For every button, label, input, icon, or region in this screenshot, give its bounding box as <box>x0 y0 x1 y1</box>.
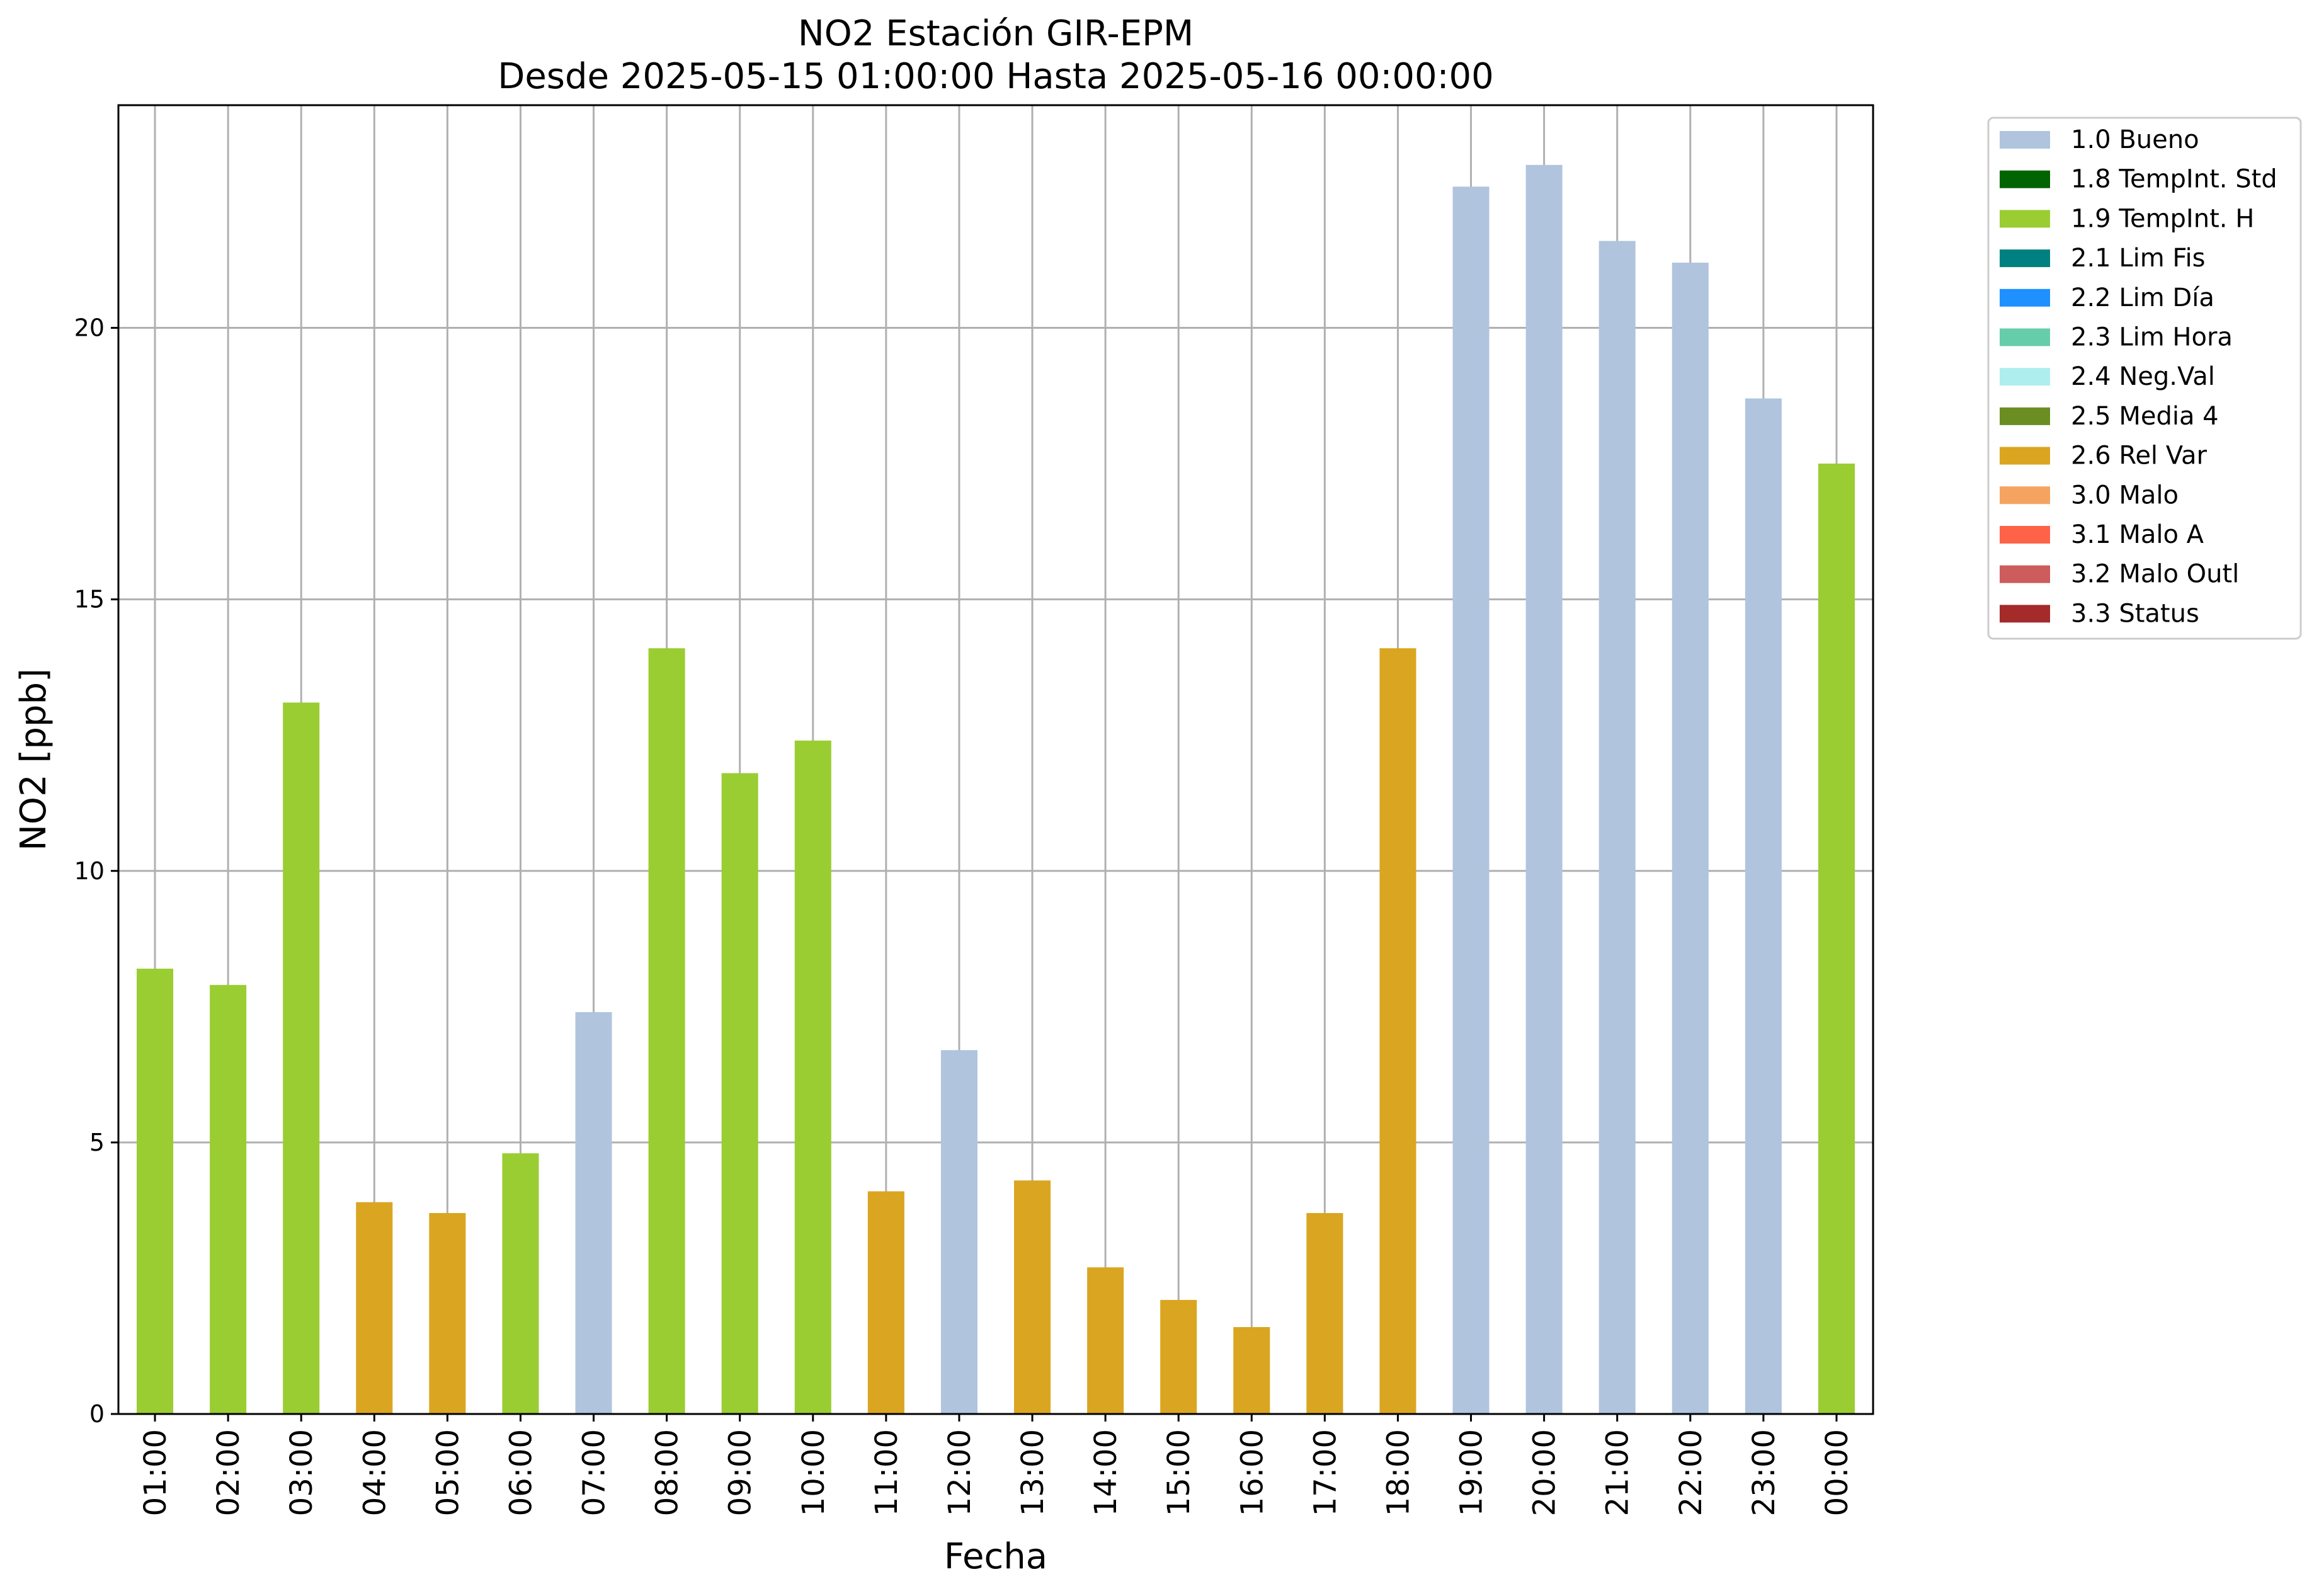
legend-frame <box>1987 117 2302 640</box>
bar-1500 <box>1160 1299 1197 1414</box>
bar-0200 <box>210 984 247 1414</box>
x-tick-label: 14:00 <box>1088 1429 1124 1516</box>
legend-label: 3.2 Malo Outl <box>2071 560 2239 589</box>
x-tick-label: 05:00 <box>430 1429 465 1516</box>
legend-swatch-2-2 <box>2000 288 2050 307</box>
bar-1800 <box>1379 648 1416 1414</box>
legend-swatch-2-3 <box>2000 328 2050 346</box>
x-tick-label: 08:00 <box>650 1429 685 1516</box>
x-tick-label: 18:00 <box>1381 1429 1416 1516</box>
x-tick-label: 12:00 <box>942 1429 977 1516</box>
legend-label: 3.0 Malo <box>2071 481 2179 510</box>
legend-swatch-1-9 <box>2000 210 2050 228</box>
legend-swatch-1-8 <box>2000 170 2050 188</box>
legend-label: 1.9 TempInt. H <box>2071 204 2254 233</box>
bar-0000 <box>1818 464 1855 1414</box>
bar-1700 <box>1306 1212 1343 1414</box>
x-tick-label: 13:00 <box>1015 1429 1051 1516</box>
x-tick-label: 10:00 <box>796 1429 831 1516</box>
y-tick-label: 20 <box>74 314 105 342</box>
legend-swatch-1-0 <box>2000 131 2050 149</box>
x-tick-label: 04:00 <box>357 1429 392 1516</box>
x-tick-label: 21:00 <box>1600 1429 1636 1516</box>
bar-0600 <box>502 1153 539 1414</box>
x-tick-label: 09:00 <box>723 1429 758 1516</box>
legend-items: 1.0 Bueno 1.8 TempInt. Std 1.9 TempInt. H 2… <box>2000 125 2277 628</box>
bar-1100 <box>867 1191 904 1414</box>
legend-label: 2.2 Lim Día <box>2071 283 2214 312</box>
legend-label: 1.8 TempInt. Std <box>2071 165 2277 194</box>
bar-1300 <box>1014 1180 1051 1414</box>
x-tick-label: 00:00 <box>1820 1429 1855 1516</box>
legend-label: 2.1 Lim Fis <box>2071 244 2205 273</box>
bar-2200 <box>1672 263 1709 1414</box>
bar-0800 <box>648 648 685 1414</box>
x-tick-label: 03:00 <box>284 1429 319 1516</box>
x-tick-label: 17:00 <box>1308 1429 1343 1516</box>
bar-2100 <box>1598 241 1636 1414</box>
legend-label: 3.1 Malo A <box>2071 520 2204 549</box>
x-tick-label: 11:00 <box>869 1429 904 1516</box>
x-tick-label: 06:00 <box>503 1429 538 1516</box>
legend-swatch-2-5 <box>2000 407 2050 425</box>
y-axis-label: NO2 [ppb] <box>13 668 54 851</box>
x-tick-label: 20:00 <box>1527 1429 1563 1516</box>
bar-0100 <box>137 968 174 1414</box>
bar-2300 <box>1745 398 1782 1414</box>
bar-0300 <box>283 702 320 1414</box>
y-tick-label: 10 <box>74 857 105 885</box>
chart-subtitle: Desde 2025-05-15 01:00:00 Hasta 2025-05-… <box>498 56 1494 97</box>
bar-1000 <box>794 740 831 1414</box>
x-tick-label: 23:00 <box>1746 1429 1782 1516</box>
x-tick-label: 19:00 <box>1454 1429 1490 1516</box>
legend-label: 3.3 Status <box>2071 599 2199 628</box>
legend-swatch-2-1 <box>2000 249 2050 268</box>
x-tick-label: 22:00 <box>1673 1429 1709 1516</box>
y-tick-label: 15 <box>74 586 105 613</box>
bars <box>137 164 1855 1415</box>
legend-swatch-3-1 <box>2000 526 2050 544</box>
y-tick-label: 0 <box>89 1400 105 1428</box>
legend-label: 2.4 Neg.Val <box>2071 362 2215 391</box>
x-tick-label: 02:00 <box>211 1429 246 1516</box>
bar-0400 <box>356 1202 393 1414</box>
x-tick-label: 01:00 <box>138 1429 173 1516</box>
legend: 1.0 Bueno 1.8 TempInt. Std 1.9 TempInt. H 2… <box>1987 117 2302 640</box>
bar-0500 <box>429 1212 466 1414</box>
bar-1600 <box>1233 1327 1270 1414</box>
bar-0900 <box>721 773 758 1414</box>
bar-1200 <box>940 1050 977 1414</box>
y-axis-ticks: 0 5 10 15 20 <box>74 314 118 1428</box>
legend-label: 1.0 Bueno <box>2071 125 2199 154</box>
bar-1400 <box>1087 1267 1124 1414</box>
legend-swatch-3-2 <box>2000 565 2050 583</box>
bar-0700 <box>575 1012 612 1414</box>
legend-swatch-3-0 <box>2000 486 2050 504</box>
legend-label: 2.3 Lim Hora <box>2071 323 2233 352</box>
legend-label: 2.6 Rel Var <box>2071 442 2208 470</box>
bar-1900 <box>1452 186 1490 1415</box>
y-tick-label: 5 <box>89 1129 105 1156</box>
x-tick-label: 16:00 <box>1234 1429 1270 1516</box>
legend-swatch-3-3 <box>2000 605 2050 623</box>
x-tick-label: 07:00 <box>577 1429 612 1516</box>
plot-frame <box>117 104 1874 1415</box>
chart-title: NO2 Estación GIR-EPM <box>798 13 1194 54</box>
x-axis-label: Fecha <box>944 1536 1047 1577</box>
x-tick-label: 15:00 <box>1161 1429 1197 1516</box>
legend-swatch-2-4 <box>2000 368 2050 386</box>
x-axis-ticks: 01:00 02:00 03:00 04:00 05:00 06:00 07:00 08:00… <box>138 1414 1855 1516</box>
bar-2000 <box>1525 164 1563 1415</box>
legend-label: 2.5 Media 4 <box>2071 402 2219 431</box>
legend-swatch-2-6 <box>2000 447 2050 465</box>
